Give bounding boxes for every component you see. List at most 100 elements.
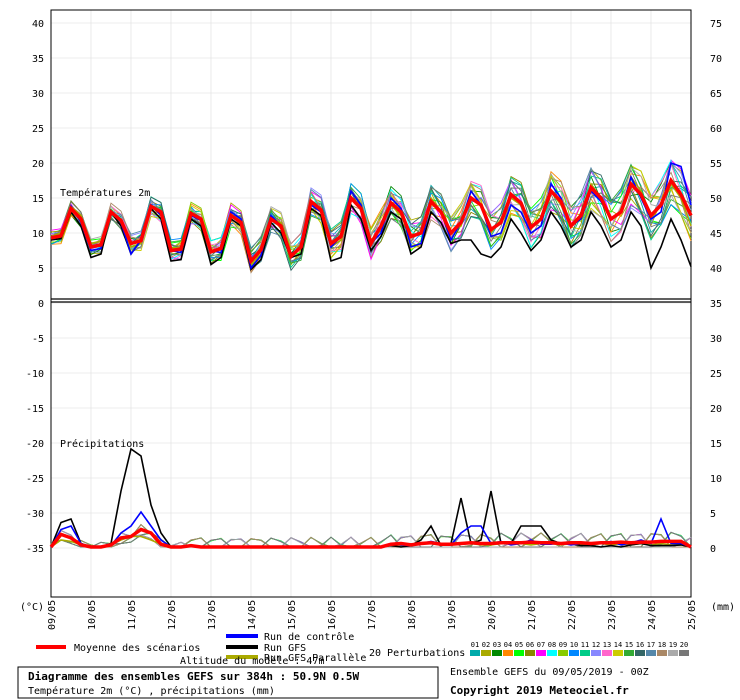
left-tick-label: -35 xyxy=(26,544,44,555)
x-tick-label: 19/05 xyxy=(447,600,458,630)
perturbation-id-label: 06 xyxy=(526,641,534,649)
perturbation-id-label: 09 xyxy=(559,641,567,649)
left-tick-label: -5 xyxy=(32,334,44,345)
x-tick-label: 12/05 xyxy=(167,600,178,630)
perturbation-swatch xyxy=(514,650,524,656)
right-tick-label: 15 xyxy=(710,439,722,450)
perturbation-swatches: 01 02 03 04 05 06 07 08 09 10 11 12 13 14 15 16 17 18 19 20 xyxy=(470,641,689,656)
legend-gfs-parallel-label: Run GFS Parallèle xyxy=(264,652,366,664)
x-tick-label: 25/05 xyxy=(687,600,698,630)
perturbation-id-label: 04 xyxy=(504,641,512,649)
perturbation-swatch xyxy=(503,650,513,656)
perturbation-id-label: 15 xyxy=(625,641,633,649)
x-tick-label: 18/05 xyxy=(407,600,418,630)
grid-lines xyxy=(50,10,692,597)
left-tick-label: 15 xyxy=(32,194,44,205)
perturbation-swatch xyxy=(569,650,579,656)
perturbation-id-label: 19 xyxy=(669,641,677,649)
precipitation-section-label: Précipitations xyxy=(60,438,144,450)
legend-mean-label: Moyenne des scénarios xyxy=(74,642,200,654)
perturbation-swatch xyxy=(602,650,612,656)
perturbation-swatch xyxy=(481,650,491,656)
legend-gfs-label: Run GFS xyxy=(264,643,306,654)
x-axis-ticks: 09/05 10/05 11/05 12/05 13/05 14/05 15/05 16/05… xyxy=(47,600,698,630)
left-unit-label: (°C) xyxy=(20,602,44,613)
right-tick-label: 20 xyxy=(710,404,722,415)
right-unit-label: (mm) xyxy=(711,602,735,613)
series-precip-line xyxy=(49,527,692,549)
series-lines xyxy=(49,161,693,549)
right-tick-label: 75 xyxy=(710,19,722,30)
perturbation-id-label: 08 xyxy=(548,641,556,649)
right-tick-label: 65 xyxy=(710,89,722,100)
left-tick-label: -30 xyxy=(26,509,44,520)
x-tick-label: 09/05 xyxy=(47,600,58,630)
perturbation-swatch xyxy=(525,650,535,656)
right-tick-label: 70 xyxy=(710,54,722,65)
perturbation-swatch xyxy=(558,650,568,656)
x-tick-label: 14/05 xyxy=(247,600,258,630)
x-tick-label: 10/05 xyxy=(87,600,98,630)
copyright-label: Copyright 2019 Meteociel.fr xyxy=(450,684,629,697)
perturbation-id-label: 07 xyxy=(537,641,545,649)
left-tick-label: 40 xyxy=(32,19,44,30)
chart-title: Diagramme des ensembles GEFS sur 384h : … xyxy=(28,670,360,683)
perturbation-swatch xyxy=(624,650,634,656)
right-tick-label: 50 xyxy=(710,194,722,205)
perturbation-swatch xyxy=(591,650,601,656)
left-tick-label: 20 xyxy=(32,159,44,170)
right-tick-label: 30 xyxy=(710,334,722,345)
legend-perturbations-label: 20 Perturbations xyxy=(369,648,465,659)
right-tick-label: 0 xyxy=(710,544,716,555)
ensemble-run-label: Ensemble GEFS du 09/05/2019 - 00Z xyxy=(450,667,649,678)
plot-frame xyxy=(50,9,692,598)
left-tick-label: -20 xyxy=(26,439,44,450)
right-tick-label: 5 xyxy=(710,509,716,520)
chart-subtitle: Température 2m (°C) , précipitations (mm… xyxy=(28,685,275,697)
x-tick-label: 20/05 xyxy=(487,600,498,630)
left-tick-label: 10 xyxy=(32,229,44,240)
perturbation-swatch xyxy=(547,650,557,656)
perturbation-swatch xyxy=(470,650,480,656)
perturbation-id-label: 12 xyxy=(592,641,600,649)
right-tick-label: 10 xyxy=(710,474,722,485)
x-tick-label: 15/05 xyxy=(287,600,298,630)
legend-control-label: Run de contrôle xyxy=(264,631,354,643)
perturbation-id-label: 14 xyxy=(614,641,622,649)
left-tick-label: -10 xyxy=(26,369,44,380)
perturbation-id-label: 11 xyxy=(581,641,589,649)
left-tick-label: 25 xyxy=(32,124,44,135)
x-tick-label: 23/05 xyxy=(607,600,618,630)
perturbation-id-label: 01 xyxy=(471,641,479,649)
perturbation-swatch xyxy=(668,650,678,656)
perturbation-id-label: 05 xyxy=(515,641,523,649)
perturbation-id-label: 13 xyxy=(603,641,611,649)
temperature-section-label: Températures 2m xyxy=(60,187,150,199)
right-tick-label: 45 xyxy=(710,229,722,240)
perturbation-swatch xyxy=(613,650,623,656)
x-tick-label: 17/05 xyxy=(367,600,378,630)
perturbation-id-label: 18 xyxy=(658,641,666,649)
left-tick-label: 35 xyxy=(32,54,44,65)
x-tick-label: 21/05 xyxy=(527,600,538,630)
altitude-note: Altitude du modèle : 47m xyxy=(180,655,325,667)
perturbation-swatch xyxy=(536,650,546,656)
perturbation-id-label: 17 xyxy=(647,641,655,649)
x-tick-label: 16/05 xyxy=(327,600,338,630)
left-tick-label: 0 xyxy=(38,299,44,310)
left-tick-label: -25 xyxy=(26,474,44,485)
perturbation-swatch xyxy=(657,650,667,656)
perturbation-id-label: 03 xyxy=(493,641,501,649)
perturbation-id-label: 02 xyxy=(482,641,490,649)
right-tick-label: 55 xyxy=(710,159,722,170)
left-tick-label: 30 xyxy=(32,89,44,100)
perturbation-swatch xyxy=(580,650,590,656)
title-box xyxy=(17,666,439,699)
perturbation-swatch xyxy=(679,650,689,656)
perturbation-swatch xyxy=(646,650,656,656)
left-tick-label: 5 xyxy=(38,264,44,275)
x-tick-label: 13/05 xyxy=(207,600,218,630)
right-tick-label: 25 xyxy=(710,369,722,380)
